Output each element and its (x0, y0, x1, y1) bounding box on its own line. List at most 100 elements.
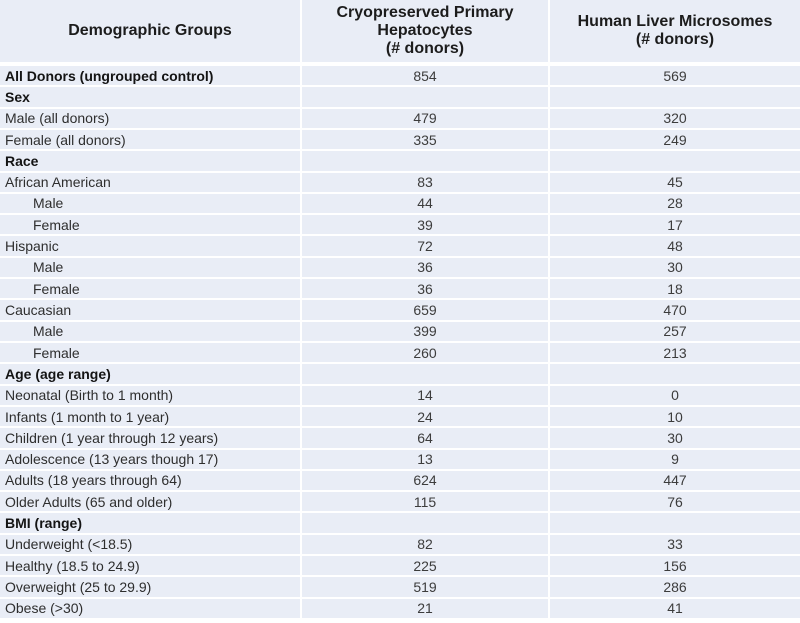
hepatocytes-count: 225 (302, 556, 548, 576)
table-row: All Donors (ungrouped control) 854 569 (0, 66, 800, 86)
table-row: Overweight (25 to 29.9) 519 286 (0, 577, 800, 597)
table-row: Male 44 28 (0, 193, 800, 214)
microsomes-count: 569 (550, 66, 800, 86)
microsomes-count: 0 (550, 385, 800, 405)
table-row: Male (all donors) 479 320 (0, 108, 800, 128)
table-row: Sex (0, 87, 800, 107)
hepatocytes-count: 14 (302, 385, 548, 405)
row-label: All Donors (ungrouped control) (0, 66, 300, 86)
table-row: BMI (range) (0, 513, 800, 533)
microsomes-count: 18 (550, 279, 800, 299)
row-label: Female (0, 215, 300, 235)
table-row: Female 260 213 (0, 342, 800, 363)
row-label: Race (0, 151, 300, 171)
microsomes-count: 28 (550, 193, 800, 214)
row-label: Male (0, 321, 300, 341)
hepatocytes-count: 659 (302, 300, 548, 320)
hepatocytes-count: 72 (302, 236, 548, 256)
hepatocytes-count (302, 513, 548, 533)
hepatocytes-count: 479 (302, 108, 548, 128)
hepatocytes-count: 24 (302, 406, 548, 427)
row-label: Obese (>30) (0, 598, 300, 618)
microsomes-count: 9 (550, 449, 800, 469)
table-row: Caucasian 659 470 (0, 300, 800, 320)
row-label: Caucasian (0, 300, 300, 320)
table-row: Older Adults (65 and older) 115 76 (0, 492, 800, 512)
table-row: Age (age range) (0, 364, 800, 384)
hepatocytes-count: 83 (302, 172, 548, 192)
microsomes-count: 41 (550, 598, 800, 618)
microsomes-count: 213 (550, 342, 800, 363)
microsomes-count: 48 (550, 236, 800, 256)
row-label: Age (age range) (0, 364, 300, 384)
row-label: Female (all donors) (0, 129, 300, 150)
row-label: Neonatal (Birth to 1 month) (0, 385, 300, 405)
row-label: Adolescence (13 years though 17) (0, 449, 300, 469)
microsomes-count: 257 (550, 321, 800, 341)
row-label: Children (1 year through 12 years) (0, 428, 300, 448)
table-row: Healthy (18.5 to 24.9) 225 156 (0, 556, 800, 576)
table-row: Infants (1 month to 1 year) 24 10 (0, 406, 800, 427)
table-row: Female 36 18 (0, 279, 800, 299)
microsomes-count: 17 (550, 215, 800, 235)
row-label: Older Adults (65 and older) (0, 492, 300, 512)
microsomes-count (550, 151, 800, 171)
table-row: Female 39 17 (0, 215, 800, 235)
hepatocytes-count: 854 (302, 66, 548, 86)
microsomes-count: 320 (550, 108, 800, 128)
column-header-demographic-groups: Demographic Groups (0, 0, 300, 62)
table-row: Female (all donors) 335 249 (0, 129, 800, 150)
hepatocytes-count: 39 (302, 215, 548, 235)
hepatocytes-count: 115 (302, 492, 548, 512)
table-row: Hispanic 72 48 (0, 236, 800, 256)
row-label: BMI (range) (0, 513, 300, 533)
row-label: Underweight (<18.5) (0, 534, 300, 555)
hepatocytes-count: 13 (302, 449, 548, 469)
microsomes-count (550, 513, 800, 533)
hepatocytes-count: 82 (302, 534, 548, 555)
microsomes-count: 10 (550, 406, 800, 427)
microsomes-count: 286 (550, 577, 800, 597)
column-header-cryopreserved-hepatocytes: Cryopreserved Primary Hepatocytes (# don… (302, 0, 548, 62)
hepatocytes-count (302, 87, 548, 107)
row-label: Overweight (25 to 29.9) (0, 577, 300, 597)
table-row: Neonatal (Birth to 1 month) 14 0 (0, 385, 800, 405)
table-header-row: Demographic Groups Cryopreserved Primary… (0, 0, 800, 62)
row-label: Infants (1 month to 1 year) (0, 406, 300, 427)
hepatocytes-count: 335 (302, 129, 548, 150)
row-label: Female (0, 342, 300, 363)
hepatocytes-count: 64 (302, 428, 548, 448)
microsomes-count: 45 (550, 172, 800, 192)
hepatocytes-count: 21 (302, 598, 548, 618)
table-row: Adults (18 years through 64) 624 447 (0, 470, 800, 491)
table-row: Underweight (<18.5) 82 33 (0, 534, 800, 555)
row-label: Sex (0, 87, 300, 107)
hepatocytes-count (302, 151, 548, 171)
row-label: Hispanic (0, 236, 300, 256)
row-label: Male (all donors) (0, 108, 300, 128)
table-row: Children (1 year through 12 years) 64 30 (0, 428, 800, 448)
hepatocytes-count: 399 (302, 321, 548, 341)
row-label: African American (0, 172, 300, 192)
hepatocytes-count: 260 (302, 342, 548, 363)
table-row: Adolescence (13 years though 17) 13 9 (0, 449, 800, 469)
microsomes-count (550, 364, 800, 384)
microsomes-count: 249 (550, 129, 800, 150)
table-row: Male 36 30 (0, 257, 800, 278)
hepatocytes-count: 36 (302, 279, 548, 299)
table-row: Race (0, 151, 800, 171)
microsomes-count: 76 (550, 492, 800, 512)
row-label: Male (0, 257, 300, 278)
microsomes-count: 30 (550, 257, 800, 278)
hepatocytes-count (302, 364, 548, 384)
row-label: Male (0, 193, 300, 214)
microsomes-count: 33 (550, 534, 800, 555)
table-row: Male 399 257 (0, 321, 800, 341)
microsomes-count: 30 (550, 428, 800, 448)
hepatocytes-count: 36 (302, 257, 548, 278)
row-label: Female (0, 279, 300, 299)
table-row: Obese (>30) 21 41 (0, 598, 800, 618)
microsomes-count (550, 87, 800, 107)
hepatocytes-count: 519 (302, 577, 548, 597)
microsomes-count: 447 (550, 470, 800, 491)
